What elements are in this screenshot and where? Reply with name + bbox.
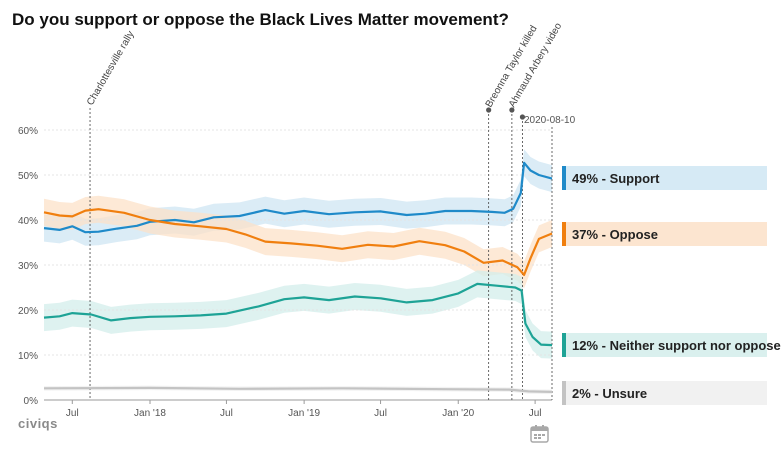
series-label-box [562, 381, 767, 405]
civiqs-logo: civiqs [18, 416, 58, 431]
annotation-dot [519, 114, 526, 120]
series-end-labels: 49% - Support 37% - Oppose 12% - Neither s… [562, 166, 781, 405]
x-tick-label: Jul [374, 408, 387, 419]
y-tick-label: 10% [18, 351, 38, 362]
grid [44, 129, 552, 401]
calendar-icon[interactable] [530, 425, 549, 443]
x-tick-label: Jan '19 [288, 408, 320, 419]
annotation-label: Charlottesville rally [85, 29, 136, 107]
series-label-marker [562, 222, 566, 246]
x-tick-label: Jul [529, 408, 542, 419]
x-tick-label: Jul [220, 408, 233, 419]
series-label-box [562, 333, 767, 357]
y-tick-label: 50% [18, 171, 38, 182]
series-line [43, 386, 553, 393]
y-tick-label: 40% [18, 216, 38, 227]
chart-title: Do you support or oppose the Black Lives… [12, 10, 509, 29]
series-end-label: 12% - Neither support nor oppose [572, 338, 781, 353]
series-label-box [562, 222, 767, 246]
y-tick-label: 30% [18, 261, 38, 272]
series-label-box [562, 166, 767, 190]
axes: 0% 10% 20% 30% 40% 50% 60% Jul Jan '18 Jul Jan '19… [18, 126, 542, 419]
x-tick-label: Jul [66, 408, 79, 419]
series-label-marker [562, 333, 566, 357]
x-tick-label: Jan '20 [442, 408, 474, 419]
annotation-label: 2020-08-10 [524, 115, 576, 126]
series-lines [43, 161, 553, 393]
series-line [43, 161, 553, 234]
confidence-band [44, 270, 552, 359]
y-tick-label: 60% [18, 126, 38, 137]
series-label-marker [562, 166, 566, 190]
confidence-bands [44, 149, 552, 395]
confidence-band [44, 195, 552, 289]
annotation-dot [509, 107, 515, 113]
series-end-label: 2% - Unsure [572, 386, 647, 401]
x-tick-label: Jan '18 [134, 408, 166, 419]
series-line [43, 282, 553, 347]
y-tick-label: 20% [18, 306, 38, 317]
series-end-label: 49% - Support [572, 171, 660, 186]
annotation-dot [486, 107, 492, 113]
series-end-label: 37% - Oppose [572, 227, 658, 242]
series-line [43, 208, 553, 276]
y-tick-label: 0% [24, 396, 39, 407]
series-label-marker [562, 381, 566, 405]
